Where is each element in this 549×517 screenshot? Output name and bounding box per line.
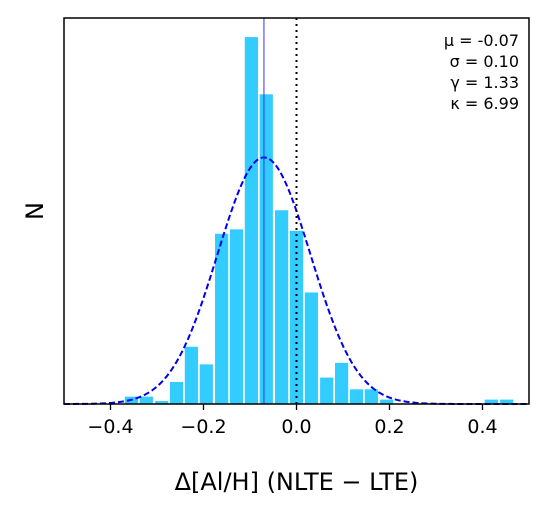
- histogram-bar: [139, 396, 153, 404]
- stat-line: γ = 1.33: [450, 73, 519, 92]
- histogram-bar: [275, 210, 289, 404]
- x-tick-label: 0.2: [374, 416, 404, 438]
- histogram-bar: [334, 362, 349, 404]
- histogram-bar: [380, 399, 394, 404]
- histogram-bars: [124, 37, 514, 405]
- histogram-bar: [215, 233, 229, 404]
- histogram-bar: [169, 381, 184, 404]
- histogram-bar: [155, 401, 169, 404]
- y-axis-label: N: [21, 202, 49, 220]
- x-tick-label: −0.4: [87, 416, 133, 438]
- histogram-bar: [184, 346, 199, 404]
- stat-line: κ = 6.99: [450, 94, 519, 113]
- histogram-bar: [244, 37, 259, 405]
- histogram-bar: [289, 230, 304, 404]
- histogram-bar: [320, 377, 334, 404]
- stat-line: μ = -0.07: [444, 31, 519, 50]
- stat-line: σ = 0.10: [450, 52, 519, 71]
- histogram-bar: [364, 389, 378, 404]
- histogram-bar: [304, 292, 318, 404]
- histogram-bar: [199, 364, 213, 404]
- statistics-annotation: μ = -0.07 σ = 0.10 γ = 1.33 κ = 6.99: [444, 31, 519, 113]
- x-tick-label: 0.0: [281, 416, 311, 438]
- histogram-bar: [259, 94, 273, 404]
- histogram-bar: [349, 389, 364, 404]
- x-axis-label: Δ[Al/H] (NLTE − LTE): [175, 468, 419, 496]
- histogram-bar: [500, 399, 514, 404]
- x-tick-label: 0.4: [467, 416, 497, 438]
- x-axis-ticks: −0.4 −0.2 0.0 0.2 0.4: [87, 404, 498, 438]
- histogram-bar: [484, 399, 498, 404]
- x-tick-label: −0.2: [180, 416, 226, 438]
- histogram-bar: [229, 229, 244, 404]
